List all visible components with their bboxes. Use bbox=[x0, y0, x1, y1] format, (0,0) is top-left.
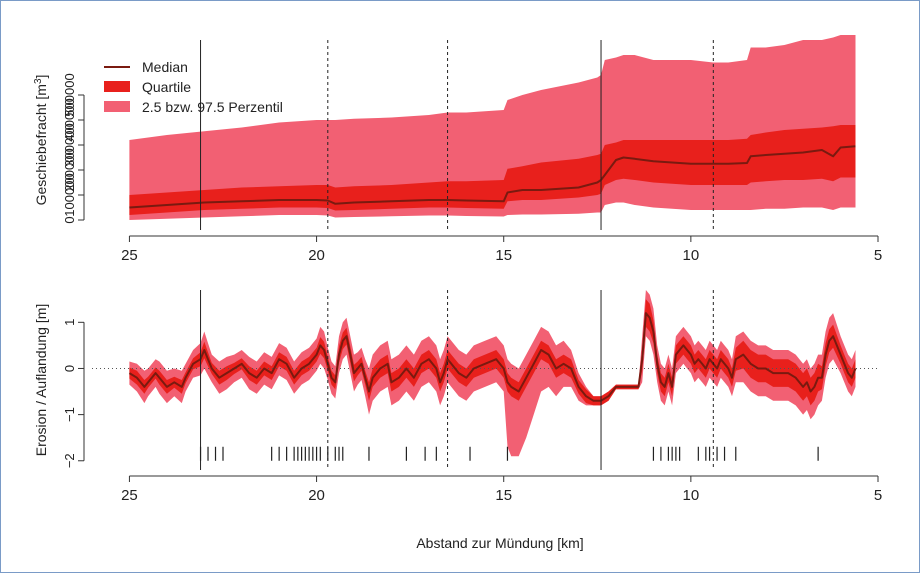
legend-percentile-label: 2.5 bzw. 97.5 Perzentil bbox=[142, 99, 283, 115]
bottom-axes: 25 20 15 10 5 −2 −1 0 1 bbox=[62, 319, 882, 504]
legend-quartile-label: Quartile bbox=[142, 79, 191, 95]
bottom-ytick-label-0: −2 bbox=[62, 453, 77, 468]
top-panel: 25 20 15 10 5 0100000200000300000400000500000… bbox=[33, 35, 882, 264]
bottom-ytick-label-2: 0 bbox=[62, 365, 77, 372]
top-bands bbox=[129, 35, 856, 220]
bottom-percentile-band bbox=[129, 290, 856, 457]
bottom-ytick-label-3: 1 bbox=[62, 319, 77, 326]
top-ytick-label-2: 200000 bbox=[62, 148, 77, 191]
top-xtick-label-25: 25 bbox=[121, 247, 138, 264]
top-xtick-label-15: 15 bbox=[495, 247, 512, 264]
top-xtick-label-5: 5 bbox=[874, 247, 882, 264]
legend-quartile-swatch bbox=[104, 81, 130, 92]
bottom-median-line bbox=[128, 312, 857, 402]
legend-percentile-swatch bbox=[104, 101, 130, 112]
bottom-ytick-label-1: −1 bbox=[62, 407, 77, 422]
bottom-bands bbox=[92, 290, 878, 457]
bottom-vlines bbox=[200, 290, 714, 470]
top-ytick-label-3: 300000 bbox=[62, 123, 77, 166]
bottom-xtick-label-10: 10 bbox=[683, 487, 700, 504]
legend: Median Quartile 2.5 bzw. 97.5 Perzentil bbox=[104, 59, 283, 115]
bottom-rug bbox=[199, 446, 819, 461]
bottom-panel: 25 20 15 10 5 −2 −1 0 1 Erosion / Auflandung [m]… bbox=[33, 290, 882, 551]
top-quartile-band bbox=[129, 125, 856, 215]
bottom-ylabel: Erosion / Auflandung [m] bbox=[33, 304, 49, 457]
top-ylabel: Geschiebefracht [m3] bbox=[33, 75, 49, 206]
top-median-line bbox=[129, 145, 856, 209]
top-vlines bbox=[200, 40, 714, 230]
top-xtick-label-10: 10 bbox=[683, 247, 700, 264]
legend-median-label: Median bbox=[142, 59, 188, 75]
top-ytick-label-0: 0 bbox=[62, 216, 77, 223]
top-xtick-label-20: 20 bbox=[308, 247, 325, 264]
top-ytick-label-1: 100000 bbox=[62, 173, 77, 216]
bottom-xlabel: Abstand zur Mündung [km] bbox=[416, 535, 583, 551]
bottom-xtick-label-5: 5 bbox=[874, 487, 882, 504]
top-ytick-label-5: 500000 bbox=[62, 73, 77, 116]
bottom-xtick-label-20: 20 bbox=[308, 487, 325, 504]
top-ytick-label-4: 400000 bbox=[62, 98, 77, 141]
bottom-xtick-label-15: 15 bbox=[495, 487, 512, 504]
bottom-xtick-label-25: 25 bbox=[121, 487, 138, 504]
